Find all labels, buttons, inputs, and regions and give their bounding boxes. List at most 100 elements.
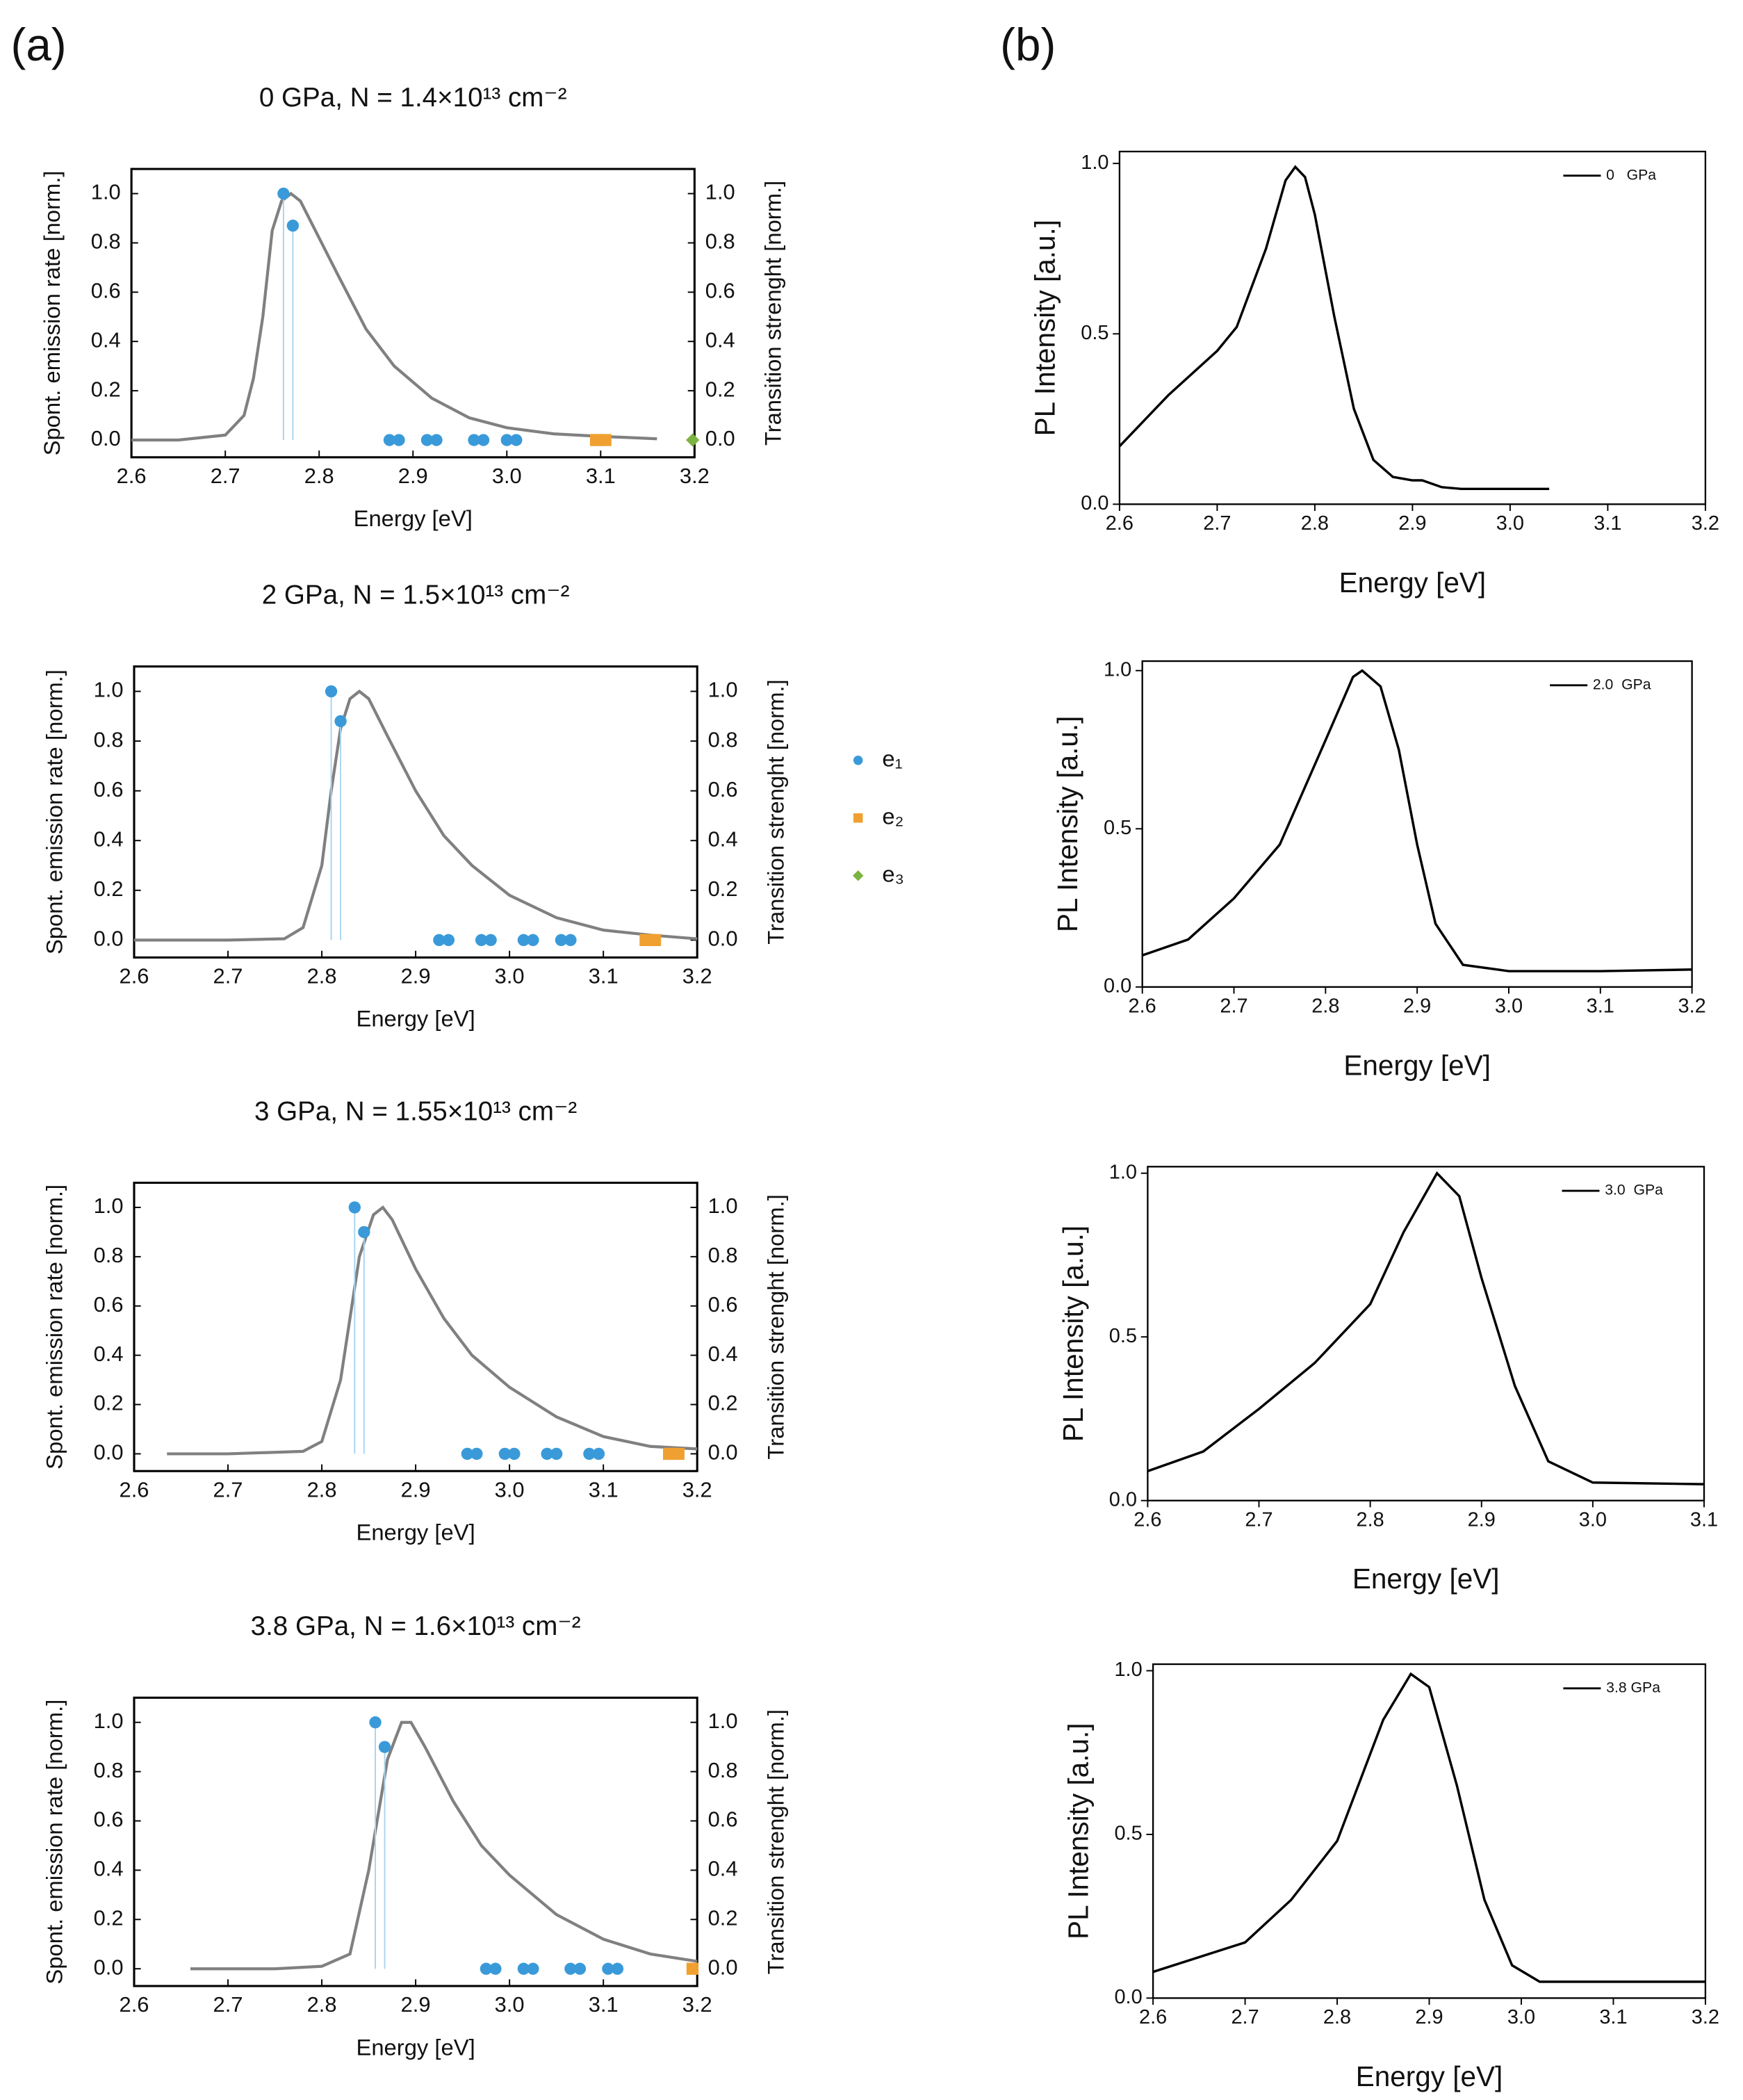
- transition-point: [564, 934, 577, 947]
- x-tick-label: 2.7: [1220, 995, 1247, 1017]
- transition-point: [277, 187, 290, 200]
- x-tick-label: 2.6: [120, 963, 149, 988]
- transition-point: [325, 685, 338, 698]
- transition-point: [489, 1962, 502, 1975]
- legend-label: 0 GPa: [1606, 167, 1656, 183]
- y-tick-label: 0.4: [94, 1857, 124, 1881]
- x-axis-label: Energy [eV]: [354, 505, 473, 531]
- y2-tick-label: 1.0: [708, 678, 738, 702]
- y-tick-label: 0.0: [91, 426, 121, 450]
- y-tick-label: 0.4: [91, 327, 121, 352]
- data-line: [133, 689, 698, 942]
- y-axis-label: Spont. emission rate [norm.]: [39, 170, 65, 455]
- y-axis-label: Spont. emission rate [norm.]: [42, 669, 67, 954]
- y2-tick-label: 0.6: [705, 278, 735, 302]
- transition-point: [477, 434, 490, 446]
- y-tick-label: 0.2: [94, 1905, 124, 1930]
- transition-point: [286, 219, 300, 232]
- y-tick-label: 0.0: [1109, 1488, 1137, 1511]
- transition-point: [599, 434, 612, 446]
- panel-label: (b): [1000, 19, 1056, 70]
- x-tick-label: 2.7: [213, 1992, 243, 2017]
- y-tick-label: 0.0: [1104, 975, 1131, 997]
- x-tick-label: 2.9: [1415, 2006, 1443, 2028]
- y-tick-label: 0.0: [94, 1955, 124, 1979]
- data-line: [1152, 1672, 1705, 1983]
- y-tick-label: 1.0: [94, 678, 124, 702]
- x-tick-label: 2.7: [213, 963, 243, 988]
- x-tick-label: 3.0: [495, 963, 525, 988]
- transition-point: [393, 434, 405, 446]
- transition-point: [686, 1962, 699, 1975]
- y-tick-label: 0.5: [1081, 322, 1108, 344]
- transition-point: [541, 1447, 553, 1460]
- y2-tick-label: 0.0: [705, 426, 735, 450]
- y-tick-label: 0.5: [1104, 817, 1131, 839]
- transition-point: [663, 1447, 676, 1460]
- y2-tick-label: 0.6: [708, 777, 738, 801]
- x-tick-label: 2.7: [213, 1477, 243, 1501]
- transition-point: [517, 934, 530, 947]
- y2-axis-label: Transition strenght [norm.]: [763, 1709, 789, 1974]
- plot-frame: [1141, 660, 1693, 988]
- x-tick-label: 2.6: [120, 1477, 149, 1501]
- x-tick-label: 2.8: [1323, 2006, 1351, 2028]
- transition-point: [550, 1447, 563, 1460]
- x-tick-label: 3.1: [586, 464, 616, 488]
- y-tick-label: 0.5: [1109, 1325, 1137, 1347]
- transition-point: [602, 1962, 614, 1975]
- x-tick-label: 2.9: [1398, 512, 1426, 535]
- y-tick-label: 0.2: [94, 1391, 124, 1415]
- transition-point: [564, 1962, 577, 1975]
- y2-tick-label: 0.4: [708, 1342, 738, 1366]
- y-tick-label: 1.0: [1081, 152, 1108, 174]
- transition-point: [639, 934, 652, 947]
- y2-tick-label: 0.0: [708, 927, 738, 951]
- x-tick-label: 2.6: [117, 464, 147, 488]
- y2-axis-label: Transition strenght [norm.]: [760, 181, 786, 446]
- legend-label: 2.0 GPa: [1593, 676, 1651, 692]
- data-line: [131, 191, 657, 442]
- x-tick-label: 2.9: [398, 464, 428, 488]
- y-axis-label: Spont. emission rate [norm.]: [42, 1700, 67, 1985]
- legend-label: 3.8 GPa: [1606, 1679, 1660, 1695]
- y2-tick-label: 0.8: [708, 1758, 738, 1782]
- x-tick-label: 2.8: [307, 1477, 337, 1501]
- transition-point: [383, 434, 396, 446]
- x-tick-label: 3.0: [495, 1477, 525, 1501]
- transition-point: [420, 434, 434, 446]
- legend-label: e₃: [882, 861, 904, 886]
- x-tick-label: 3.0: [1579, 1508, 1607, 1531]
- x-tick-label: 3.0: [495, 1992, 525, 2017]
- y-axis-label: PL Intensity [a.u.]: [1029, 220, 1061, 436]
- chart-title: 3.8 GPa, N = 1.6×10¹³ cm⁻²: [251, 1611, 581, 1641]
- x-axis-label: Energy [eV]: [356, 1006, 475, 1032]
- y-tick-label: 1.0: [91, 180, 121, 204]
- legend-label: 3.0 GPa: [1605, 1182, 1663, 1198]
- x-tick-label: 2.6: [1129, 995, 1156, 1017]
- y2-tick-label: 0.8: [708, 1243, 738, 1267]
- y-tick-label: 0.4: [94, 827, 124, 851]
- transition-point: [589, 434, 603, 446]
- x-tick-label: 2.8: [307, 963, 337, 988]
- x-axis-label: Energy [eV]: [1339, 567, 1487, 599]
- x-tick-label: 2.6: [1134, 1508, 1161, 1531]
- x-tick-label: 3.0: [1507, 2006, 1535, 2028]
- x-tick-label: 3.1: [1594, 512, 1621, 535]
- y2-tick-label: 0.6: [708, 1807, 738, 1832]
- x-tick-label: 3.0: [492, 464, 522, 488]
- plot-frame: [1147, 1166, 1705, 1501]
- y-tick-label: 0.6: [91, 278, 121, 302]
- panel-label: (a): [11, 19, 67, 70]
- data-line: [190, 1720, 698, 1971]
- x-tick-label: 2.8: [1311, 995, 1339, 1017]
- y-tick-label: 0.0: [94, 1440, 124, 1465]
- chart-title: 2 GPa, N = 1.5×10¹³ cm⁻²: [262, 580, 570, 610]
- x-tick-label: 3.0: [1495, 995, 1523, 1017]
- x-axis-label: Energy [eV]: [1356, 2060, 1503, 2092]
- plot-frame: [1152, 1663, 1707, 1999]
- y-tick-label: 1.0: [94, 1709, 124, 1733]
- transition-point: [686, 433, 700, 447]
- transition-point: [475, 934, 488, 947]
